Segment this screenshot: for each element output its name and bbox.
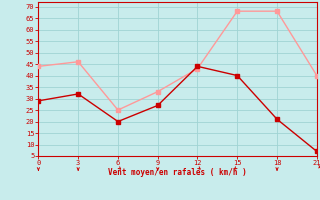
- X-axis label: Vent moyen/en rafales ( km/h ): Vent moyen/en rafales ( km/h ): [108, 168, 247, 177]
